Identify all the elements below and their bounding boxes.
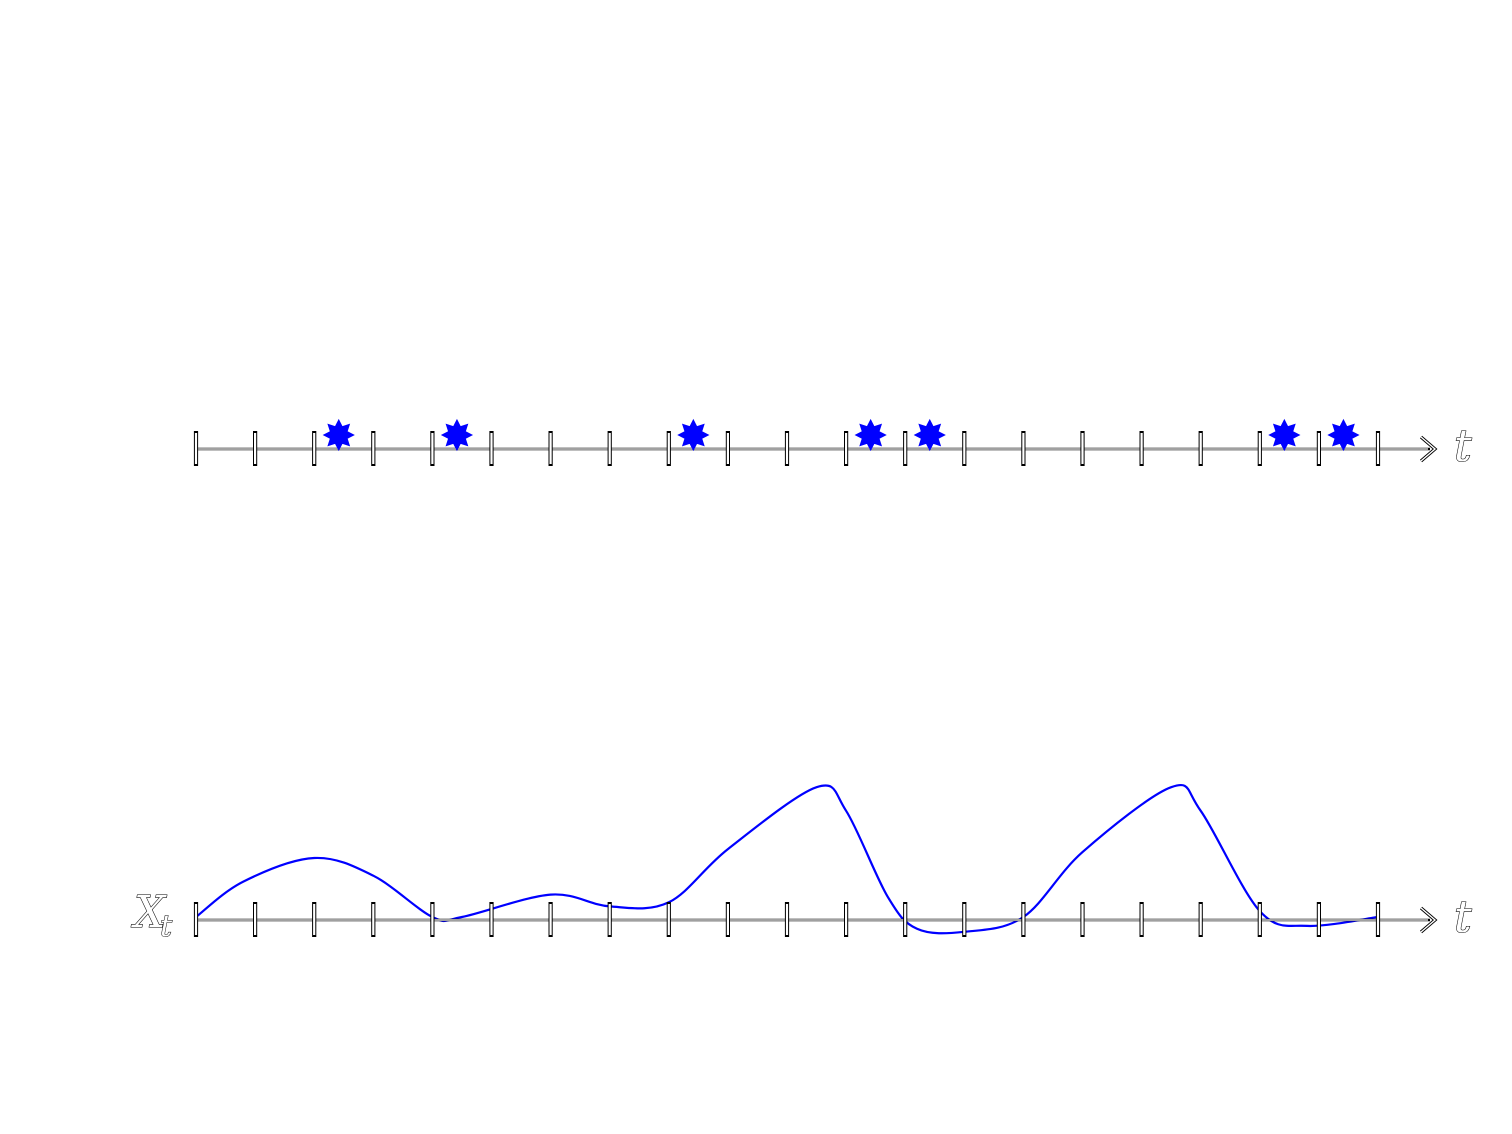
y-axis-label-subscript: t — [160, 909, 173, 944]
bottom-ticks — [193, 902, 1381, 937]
event-marker-1 — [440, 418, 474, 452]
event-marker-4 — [913, 418, 946, 452]
top-arrow-head — [1419, 435, 1438, 463]
event-markers — [322, 418, 1360, 452]
top-timeline: t — [193, 418, 1473, 473]
event-marker-6 — [1327, 418, 1360, 452]
y-axis-label-main: X — [131, 887, 167, 938]
y-axis-label: X — [131, 887, 167, 938]
event-marker-3 — [854, 418, 887, 452]
event-marker-2 — [677, 418, 710, 452]
bottom-axis-label: t — [1454, 892, 1472, 943]
signal-curve — [195, 783, 1379, 935]
top-ticks — [193, 431, 1381, 466]
top-axis-label: t — [1454, 421, 1472, 472]
bottom-arrow-head — [1419, 906, 1438, 934]
event-marker-0 — [322, 418, 355, 452]
event-marker-5 — [1268, 418, 1301, 452]
bottom-timeline: t X t — [130, 783, 1473, 945]
